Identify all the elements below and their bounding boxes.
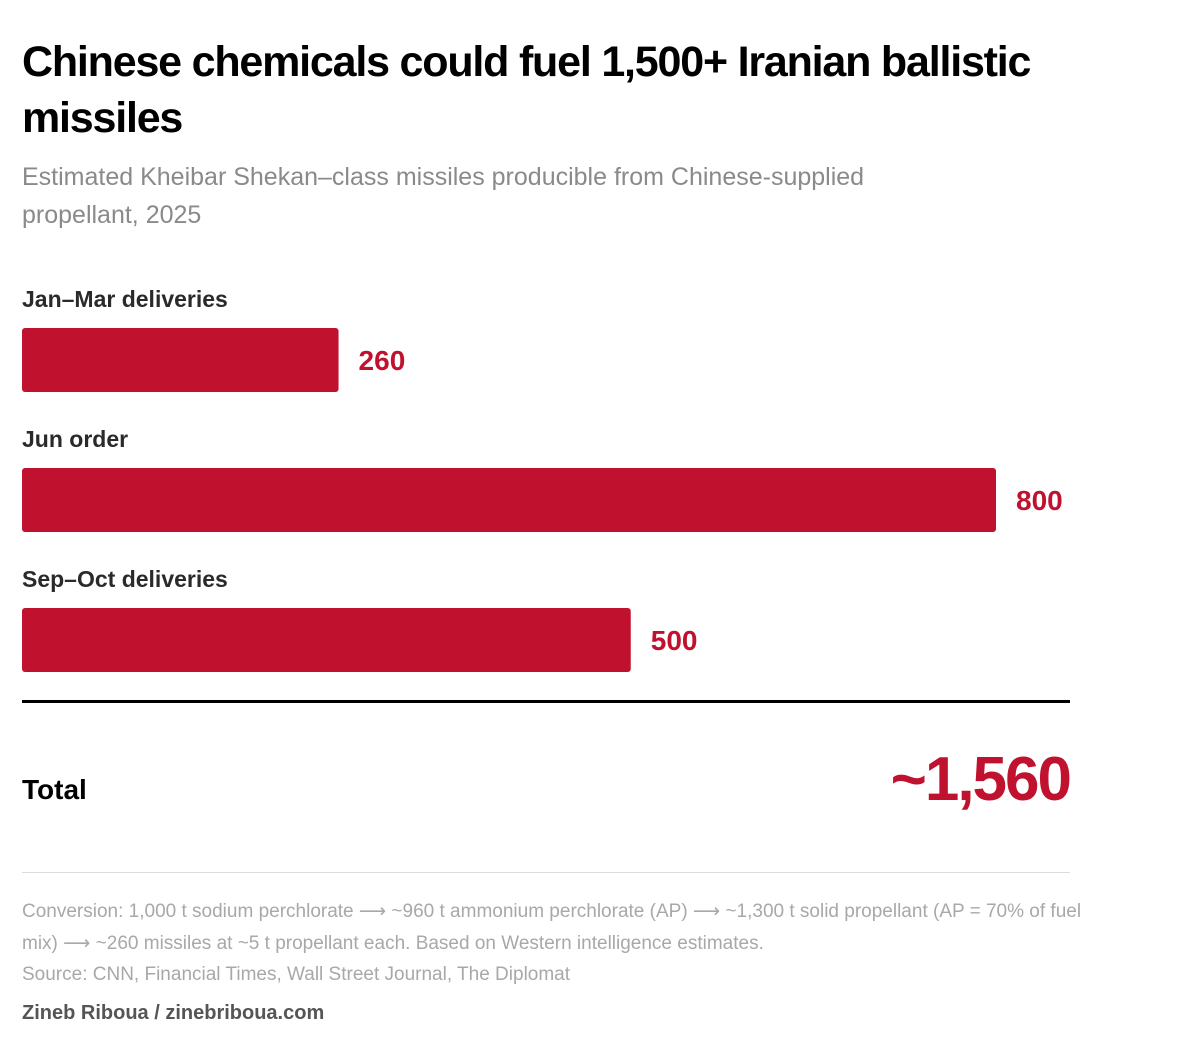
bar-value-label-sep-oct: 500 xyxy=(651,625,698,656)
chart-title: Chinese chemicals could fuel 1,500+ Iran… xyxy=(22,38,1031,142)
chart-subtitle: Estimated Kheibar Shekan–class missiles … xyxy=(22,163,865,229)
bar-chart: 260 800 500 xyxy=(22,328,1063,672)
bar-jan-mar xyxy=(22,328,339,392)
source-note: Source: CNN, Financial Times, Wall Stree… xyxy=(22,964,571,985)
total-label: Total xyxy=(22,774,87,805)
category-label-jun: Jun order xyxy=(22,426,129,452)
bar-value-label-jan-mar: 260 xyxy=(359,345,406,376)
total-divider xyxy=(22,700,1070,703)
category-label-jan-mar: Jan–Mar deliveries xyxy=(22,286,228,312)
conversion-note: Conversion: 1,000 t sodium perchlorate ⟶… xyxy=(22,901,1082,954)
total-value: ~1,560 xyxy=(890,745,1072,814)
footer-divider xyxy=(22,872,1070,873)
category-label-sep-oct: Sep–Oct deliveries xyxy=(22,566,228,592)
bar-value-label-jun: 800 xyxy=(1016,485,1063,516)
bar-jun xyxy=(22,468,996,532)
bar-sep-oct xyxy=(22,608,631,672)
author-credit: Zineb Riboua / zinebriboua.com xyxy=(22,1002,325,1024)
